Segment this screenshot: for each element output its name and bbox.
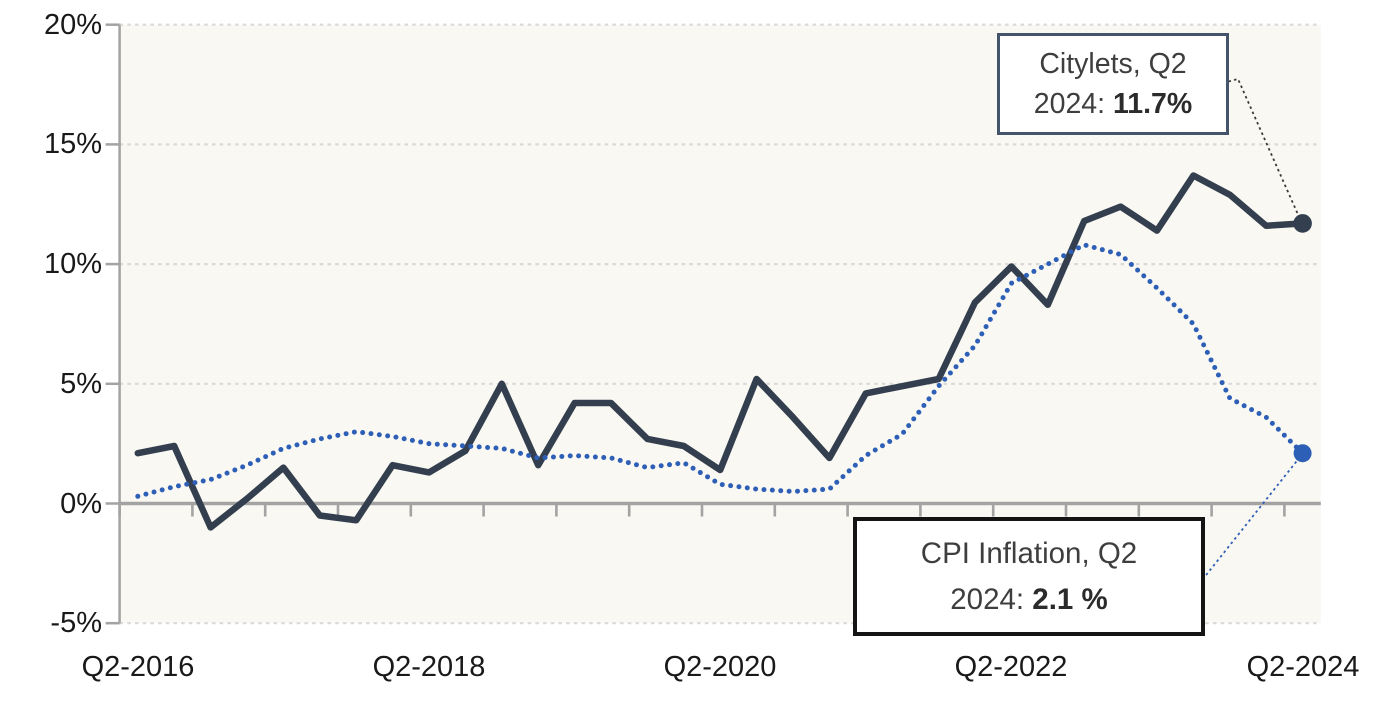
annotation-cpi: CPI Inflation, Q2 2024: 2.1 %: [853, 517, 1205, 636]
y-axis-label: -5%: [50, 607, 102, 639]
y-axis-label: 0%: [60, 488, 102, 520]
x-axis-label: Q2-2022: [954, 651, 1068, 683]
x-axis-label: Q2-2018: [372, 651, 486, 683]
annotation-citylets-line2: 2024: 11.7%: [1000, 84, 1226, 124]
y-axis-label: 10%: [43, 248, 102, 280]
annotation-cpi-line1: CPI Inflation, Q2: [920, 536, 1138, 570]
x-axis-label: Q2-2016: [81, 651, 195, 683]
annotation-citylets-prefix: 2024:: [1033, 88, 1113, 120]
citylets-end-marker: [1293, 214, 1312, 233]
citylets-line: [134, 172, 1306, 531]
annotation-citylets-line1: Citylets, Q2: [1039, 48, 1187, 80]
y-axis-label: 15%: [43, 128, 102, 160]
annotation-cpi-prefix: 2024:: [950, 582, 1033, 616]
cpi-end-marker: [1293, 444, 1312, 463]
x-axis-label: Q2-2024: [1246, 651, 1360, 683]
cpi-line: [135, 242, 1306, 499]
x-axis-label: Q2-2020: [663, 651, 777, 683]
annotation-citylets: Citylets, Q2 2024: 11.7%: [997, 33, 1229, 135]
annotation-cpi-value: 2.1 %: [1032, 582, 1108, 616]
cpi-leader-line: [1198, 455, 1302, 585]
annotation-citylets-value: 11.7%: [1113, 88, 1193, 120]
annotation-cpi-line2: 2024: 2.1 %: [857, 577, 1201, 623]
y-axis-label: 20%: [43, 9, 102, 41]
y-axis-label: 5%: [60, 368, 102, 400]
